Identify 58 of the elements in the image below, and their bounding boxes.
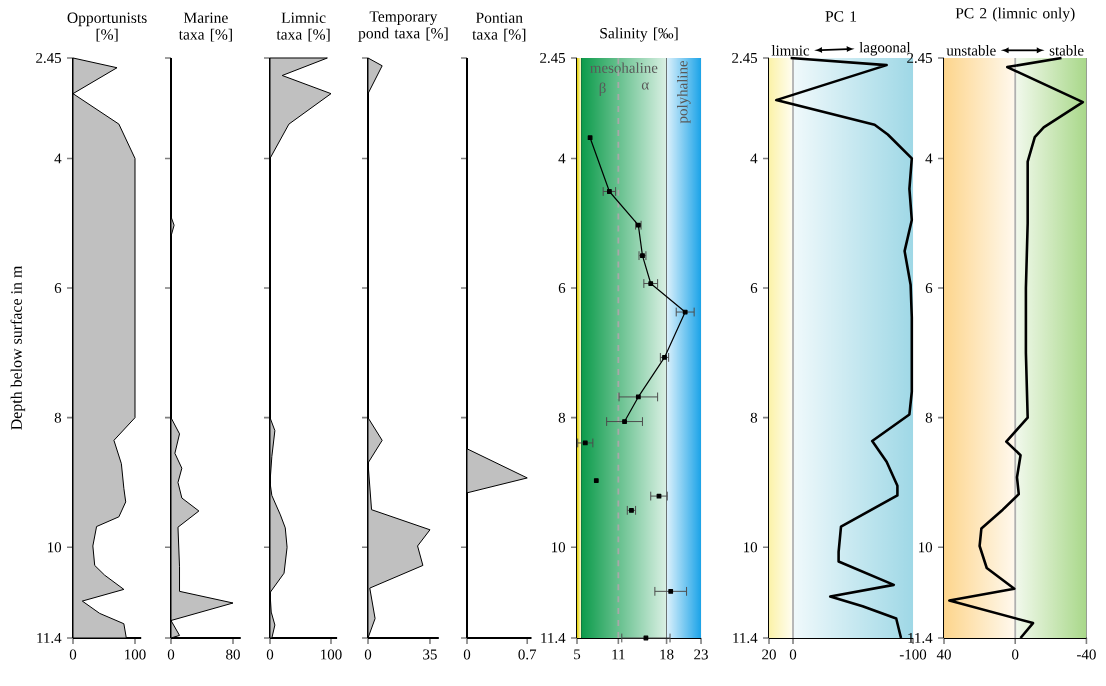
x-tick-label: -100 <box>899 649 927 660</box>
y-tick-label: 4 <box>925 153 933 164</box>
y-tick-label: 6 <box>54 283 62 294</box>
y-tick-label: 10 <box>919 542 933 553</box>
text: stable <box>1049 45 1084 56</box>
x-tick-label: 0 <box>1012 649 1019 660</box>
y-tick-label: 4 <box>750 153 758 164</box>
x-tick-label: -40 <box>1077 649 1096 660</box>
chart-title: Marine taxa [%] <box>178 12 232 42</box>
chart-title: Salinity [‰] <box>600 27 678 42</box>
chart-title: Temporary pond taxa [%] <box>358 11 448 42</box>
band-label: polyhaline <box>677 60 691 124</box>
y-axis-title: Depth below surface in m <box>10 265 26 430</box>
y-tick-label: 2.45 <box>732 52 758 64</box>
x-tick-label: 80 <box>226 649 240 660</box>
x-tick-label: 20 <box>762 649 776 660</box>
y-tick-label: 6 <box>925 283 933 294</box>
annotation: β <box>599 82 606 97</box>
y-tick-label: 10 <box>743 542 758 553</box>
x-tick-label: 0 <box>789 649 797 660</box>
chart-title: PC 2 (limnic only) <box>955 7 1075 22</box>
chart-title: Pontian taxa [%] <box>472 12 526 42</box>
x-tick-label: 35 <box>423 649 437 660</box>
y-tick-label: 2.45 <box>540 52 566 64</box>
x-tick-label: 0.7 <box>518 649 537 660</box>
y-tick-label: 8 <box>54 412 62 423</box>
y-tick-label: 8 <box>750 412 758 423</box>
text: unstable <box>946 45 996 56</box>
x-tick-label: 0 <box>167 649 175 660</box>
x-tick-label: 5 <box>574 649 581 660</box>
y-tick-label: 10 <box>551 542 566 553</box>
chart-title: Opportunists [%] <box>67 12 147 42</box>
y-tick-label: 8 <box>925 412 933 423</box>
y-tick-label: 11.4 <box>908 632 933 644</box>
x-tick-label: 18 <box>660 649 674 660</box>
y-tick-label: 11.4 <box>37 632 62 644</box>
text: limnic <box>771 45 810 56</box>
y-tick-label: 4 <box>558 153 566 164</box>
y-tick-label: 2.45 <box>36 52 62 64</box>
x-tick-label: 40 <box>936 649 951 660</box>
y-tick-label: 4 <box>54 153 62 164</box>
x-tick-label: 100 <box>321 649 342 660</box>
y-tick-label: 11.4 <box>541 632 566 644</box>
x-tick-label: 0 <box>69 649 77 660</box>
y-tick-label: 6 <box>558 283 566 294</box>
x-tick-label: 0 <box>266 649 274 660</box>
x-tick-label: 23 <box>694 649 708 660</box>
chart-title: PC 1 <box>825 11 857 22</box>
y-tick-label: 10 <box>47 542 62 553</box>
y-tick-label: 11.4 <box>733 632 758 644</box>
x-tick-label: 0 <box>364 649 372 660</box>
annotation: α <box>641 82 649 90</box>
y-tick-label: 6 <box>750 283 758 294</box>
chart-title: Limnic taxa [%] <box>276 12 330 42</box>
y-tick-label: 8 <box>558 412 566 423</box>
x-tick-label: 11 <box>612 649 625 660</box>
x-tick-label: 0 <box>463 649 471 660</box>
x-tick-label: 100 <box>125 649 146 660</box>
